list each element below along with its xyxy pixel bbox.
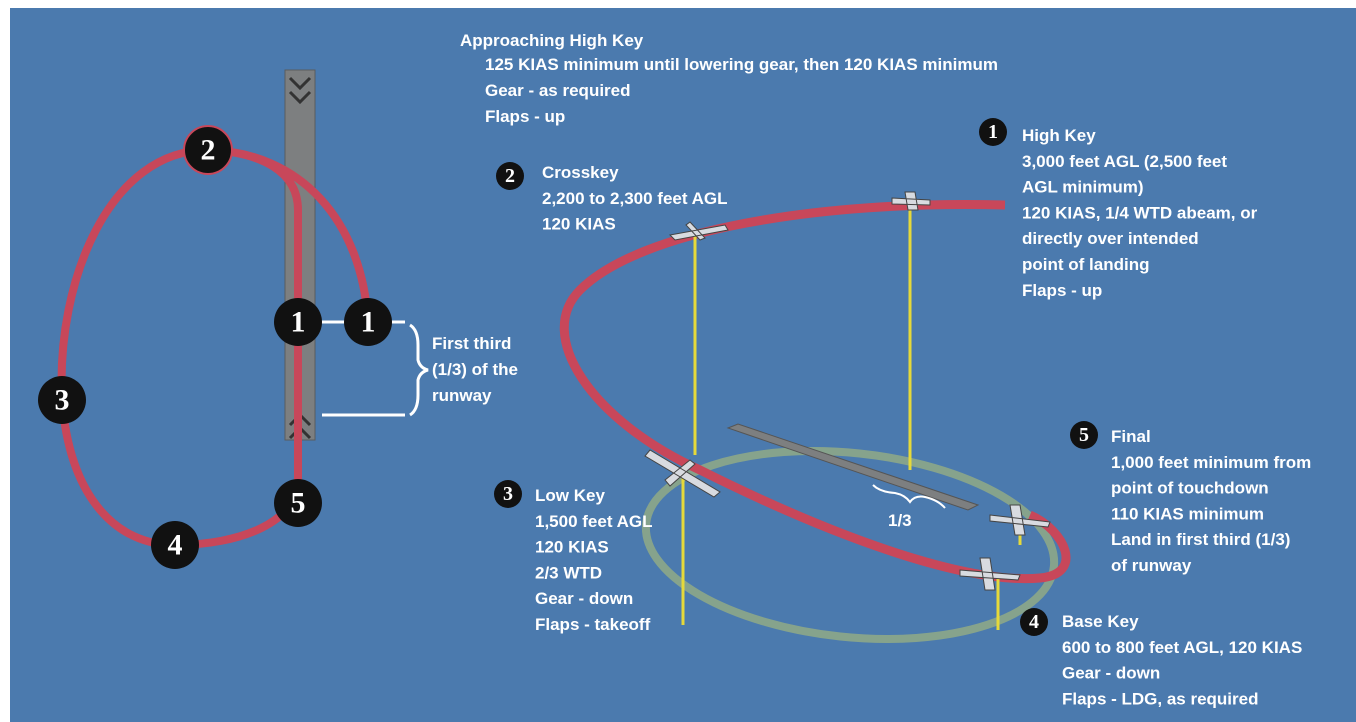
key-title: Final bbox=[1111, 427, 1151, 446]
key-marker bbox=[979, 118, 1007, 146]
key-number: 1 bbox=[988, 121, 998, 143]
key-line: Flaps - LDG, as required bbox=[1062, 689, 1259, 708]
bracket bbox=[872, 484, 946, 509]
key-line: 110 KIAS minimum bbox=[1111, 504, 1264, 523]
key-line: 600 to 800 feet AGL, 120 KIAS bbox=[1062, 638, 1302, 657]
key-number: 3 bbox=[503, 483, 513, 505]
key-line: Gear - down bbox=[535, 589, 633, 608]
key-marker bbox=[494, 480, 522, 508]
marker-number: 4 bbox=[168, 529, 183, 562]
key-line: 3,000 feet AGL (2,500 feet bbox=[1022, 152, 1227, 171]
key-marker bbox=[496, 162, 524, 190]
note-line: First third bbox=[432, 334, 511, 353]
key-line: of runway bbox=[1111, 556, 1192, 575]
marker-number: 2 bbox=[201, 134, 216, 167]
marker bbox=[38, 376, 86, 424]
note-line: runway bbox=[432, 386, 492, 405]
key-title: Crosskey bbox=[542, 163, 619, 182]
approach-line: Flaps - up bbox=[485, 107, 565, 126]
marker-number: 1 bbox=[291, 306, 306, 339]
key-line: Flaps - up bbox=[1022, 281, 1102, 300]
runway-label: 1/3 bbox=[888, 511, 912, 530]
key-marker bbox=[1020, 608, 1048, 636]
key-marker bbox=[1070, 421, 1098, 449]
approach-title: Approaching High Key bbox=[460, 31, 644, 50]
marker-number: 1 bbox=[361, 306, 376, 339]
note-line: (1/3) of the bbox=[432, 360, 518, 379]
key-line: 120 KIAS bbox=[542, 215, 616, 234]
approach-line: Gear - as required bbox=[485, 81, 631, 100]
approach-line: 125 KIAS minimum until lowering gear, th… bbox=[485, 55, 998, 74]
marker bbox=[151, 521, 199, 569]
key-line: Land in first third (1/3) bbox=[1111, 530, 1290, 549]
marker-number: 3 bbox=[55, 384, 70, 417]
runway-marks bbox=[288, 76, 312, 440]
key-line: 2,200 to 2,300 feet AGL bbox=[542, 189, 728, 208]
key-line: 1,500 feet AGL bbox=[535, 512, 652, 531]
key-line: point of landing bbox=[1022, 255, 1149, 274]
marker bbox=[344, 298, 392, 346]
key-line: Flaps - takeoff bbox=[535, 615, 651, 634]
key-labels: 1 High Key 3,000 feet AGL (2,500 feet AGL m… bbox=[494, 118, 1311, 708]
ground-track bbox=[641, 447, 1059, 643]
key-line: Gear - down bbox=[1062, 664, 1160, 683]
key-line: AGL minimum) bbox=[1022, 178, 1144, 197]
key-number: 4 bbox=[1029, 611, 1039, 633]
key-number: 5 bbox=[1079, 424, 1089, 446]
key-title: Base Key bbox=[1062, 612, 1139, 631]
key-line: 1,000 feet minimum from bbox=[1111, 453, 1311, 472]
pattern-path bbox=[57, 145, 372, 550]
marker bbox=[183, 125, 233, 175]
key-title: High Key bbox=[1022, 126, 1096, 145]
marker bbox=[274, 479, 322, 527]
key-title: Low Key bbox=[535, 486, 605, 505]
key-line: point of touchdown bbox=[1111, 479, 1269, 498]
key-line: 2/3 WTD bbox=[535, 563, 602, 582]
key-number: 2 bbox=[505, 165, 515, 187]
key-line: 120 KIAS, 1/4 WTD abeam, or bbox=[1022, 203, 1258, 222]
marker bbox=[274, 298, 322, 346]
key-line: 120 KIAS bbox=[535, 538, 609, 557]
aircraft bbox=[644, 191, 1051, 591]
left-markers: 2 1 1 3 4 5 bbox=[38, 125, 392, 569]
bracket bbox=[322, 320, 429, 417]
runway bbox=[726, 423, 980, 511]
altitude-lines bbox=[681, 203, 1022, 630]
marker-number: 5 bbox=[291, 487, 306, 520]
key-line: directly over intended bbox=[1022, 229, 1199, 248]
